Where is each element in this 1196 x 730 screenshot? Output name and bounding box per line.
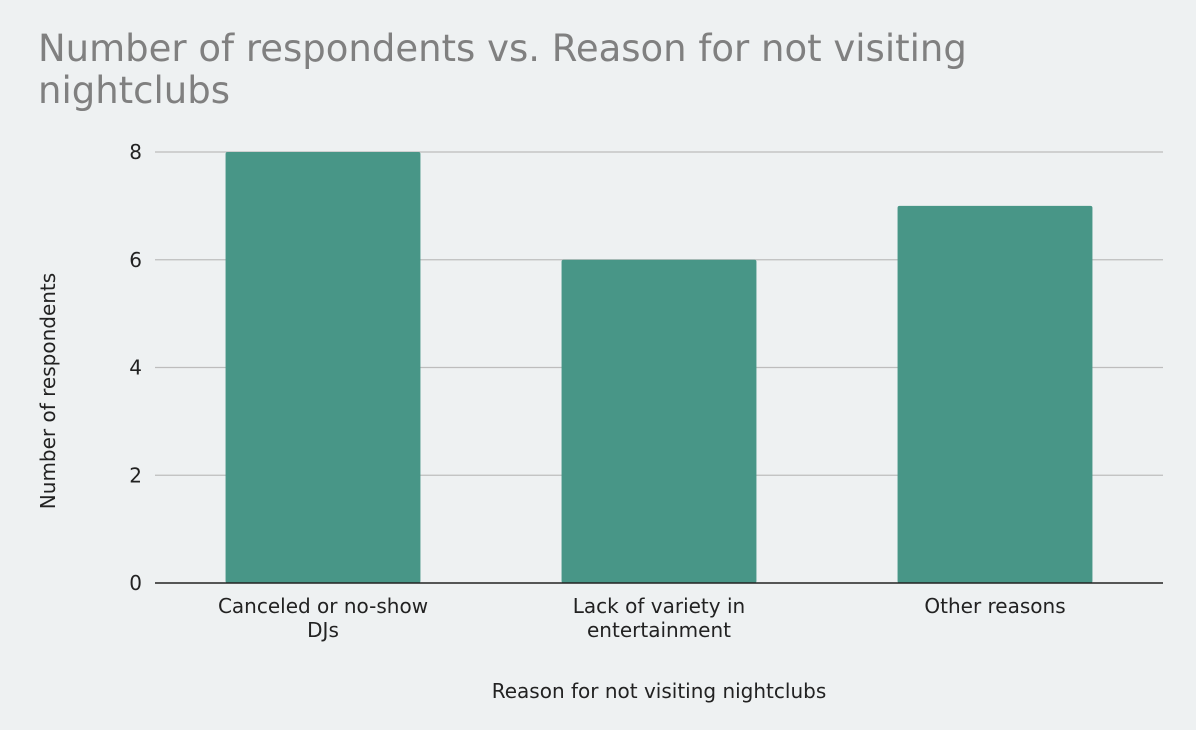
y-tick-label: 2 (129, 463, 142, 487)
y-tick-label: 8 (129, 140, 142, 164)
bar (897, 205, 1093, 583)
y-tick-label: 6 (129, 248, 142, 272)
y-axis-title: Number of respondents (36, 273, 60, 509)
x-tick-label: Lack of variety in entertainment (573, 594, 745, 642)
y-tick-labels: 0 2 4 6 8 (129, 140, 142, 595)
y-tick-label: 4 (129, 356, 142, 380)
x-tick-label: Canceled or no-show DJs (218, 594, 428, 642)
bars (225, 152, 1093, 583)
bar (561, 259, 757, 583)
x-tick-labels: Canceled or no-show DJs Lack of variety in… (218, 594, 1066, 642)
chart-title: Number of respondents vs. Reason for not… (38, 27, 967, 112)
x-tick-label: Other reasons (924, 594, 1065, 618)
bar (225, 152, 421, 583)
y-tick-label: 0 (129, 571, 142, 595)
x-axis-title: Reason for not visiting nightclubs (492, 679, 827, 703)
